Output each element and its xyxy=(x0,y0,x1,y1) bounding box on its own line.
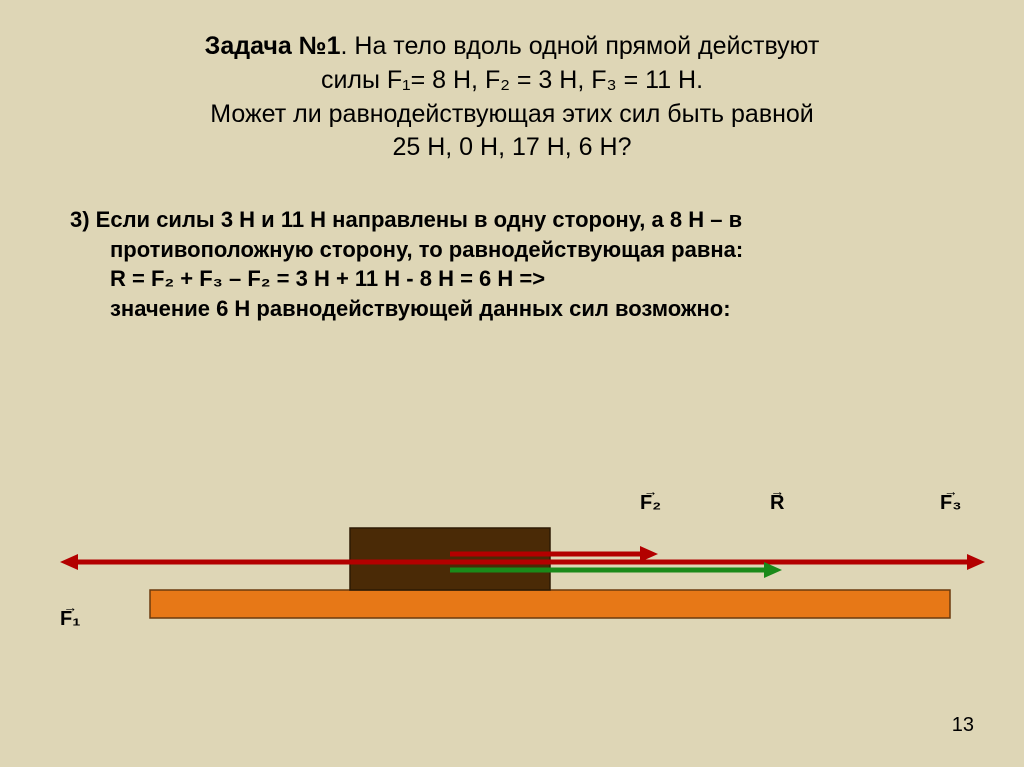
label-r: →R xyxy=(770,488,784,515)
case3-l3: R = F₂ + F₃ – F₂ = 3 Н + 11 Н - 8 Н = 6 … xyxy=(70,264,964,294)
label-f3-text: F₃ xyxy=(940,492,961,514)
label-f2-text: F₂ xyxy=(640,492,661,514)
page-number: 13 xyxy=(952,714,974,737)
title-line2: силы F₁= 8 Н, F₂ = 3 Н, F₃ = 11 Н. xyxy=(321,66,703,94)
label-f1-text: F₁ xyxy=(60,608,81,630)
case-3-text: 3) Если силы 3 Н и 11 Н направлены в одн… xyxy=(0,165,1024,324)
force-diagram: →F₂ →R →F₃ →F₁ xyxy=(0,470,1024,690)
problem-title: Задача №1. На тело вдоль одной прямой де… xyxy=(0,0,1024,165)
label-f1: →F₁ xyxy=(60,604,81,631)
label-f3: →F₃ xyxy=(940,488,961,515)
label-r-text: R xyxy=(770,492,784,514)
case3-l2: противоположную сторону, то равнодейству… xyxy=(70,235,964,265)
diagram-svg xyxy=(0,470,1024,690)
label-f2: →F₂ xyxy=(640,488,661,515)
slide: Задача №1. На тело вдоль одной прямой де… xyxy=(0,0,1024,767)
title-prefix: Задача №1 xyxy=(205,32,341,60)
title-line3: Может ли равнодействующая этих сил быть … xyxy=(210,100,814,128)
case3-l4: значение 6 Н равнодействующей данных сил… xyxy=(70,294,964,324)
title-line1-rest: . На тело вдоль одной прямой действуют xyxy=(341,32,820,60)
title-line4: 25 Н, 0 Н, 17 Н, 6 Н? xyxy=(392,133,631,161)
case3-l1: 3) Если силы 3 Н и 11 Н направлены в одн… xyxy=(70,205,964,235)
